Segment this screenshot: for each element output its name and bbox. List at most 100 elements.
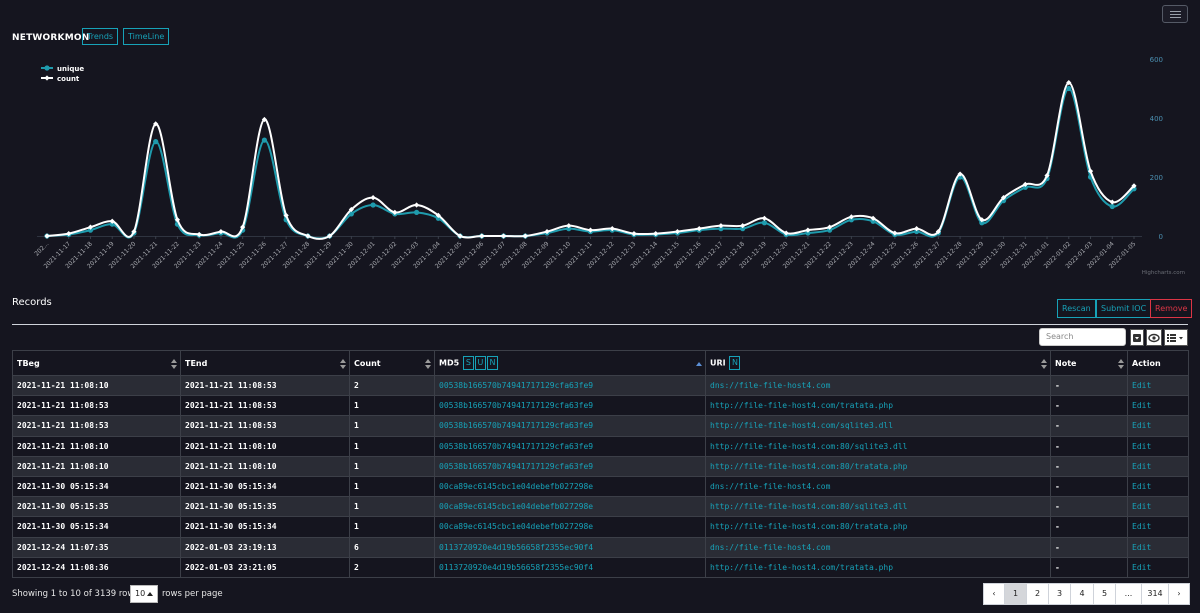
cell-uri[interactable]: http://file-file-host4.com:80/sqlite3.dl… <box>705 496 1051 518</box>
data-point-count <box>392 209 398 215</box>
data-point-count <box>327 233 333 239</box>
cell-note: - <box>1050 415 1128 437</box>
data-point-count <box>609 226 615 232</box>
export-dropdown-button[interactable] <box>1130 329 1144 346</box>
cell-md5[interactable]: 00ca89ec6145cbc1e04debefb027298e <box>434 475 706 498</box>
data-point-count <box>44 233 50 239</box>
rescan-button[interactable]: Rescan <box>1057 299 1096 318</box>
data-point-count <box>87 224 94 230</box>
cell-count: 1 <box>349 395 435 417</box>
data-point-count <box>240 224 246 230</box>
md5-u-button[interactable]: U <box>474 356 486 370</box>
data-point-unique <box>370 202 376 208</box>
cell-uri[interactable]: http://file-file-host4.com/tratata.php <box>705 556 1051 578</box>
cell-count: 1 <box>349 435 435 457</box>
page-2-button[interactable]: 2 <box>1027 584 1049 604</box>
data-point-count <box>131 228 137 235</box>
menu-toggle-button[interactable] <box>1162 5 1188 23</box>
data-point-count <box>892 230 898 236</box>
cell-md5[interactable]: 00ca89ec6145cbc1e04debefb027298e <box>434 496 706 518</box>
cell-md5[interactable]: 00538b166570b74941717129cfa63fe9 <box>434 374 706 397</box>
data-point-count <box>566 223 572 229</box>
cell-count: 1 <box>349 496 435 518</box>
column-header-uri[interactable]: URI N <box>705 350 1051 376</box>
cell-uri[interactable]: http://file-file-host4.com:80/sqlite3.dl… <box>705 435 1051 457</box>
cell-uri[interactable]: dns://file-file-host4.com <box>705 536 1051 558</box>
md5-s-button[interactable]: S <box>462 356 474 370</box>
cell-uri[interactable]: http://file-file-host4.com:80/tratata.ph… <box>705 516 1051 538</box>
sort-icon <box>171 359 177 369</box>
cell-uri[interactable]: dns://file-file-host4.com <box>705 475 1051 498</box>
edit-link[interactable]: Edit <box>1127 435 1189 457</box>
timeline-button[interactable]: TimeLine <box>123 28 170 45</box>
column-header-tend[interactable]: TEnd <box>180 350 350 376</box>
data-point-count <box>435 212 441 218</box>
hamburger-icon <box>1170 11 1181 12</box>
divider <box>12 324 1188 325</box>
cell-uri[interactable]: dns://file-file-host4.com <box>705 374 1051 397</box>
cell-tbeg: 2021-11-30 05:15:34 <box>12 475 181 498</box>
cell-uri[interactable]: http://file-file-host4.com/tratata.php <box>705 395 1051 417</box>
uri-n-button[interactable]: N <box>729 356 741 370</box>
data-point-count <box>631 231 637 237</box>
cell-md5[interactable]: 00538b166570b74941717129cfa63fe9 <box>434 415 706 437</box>
sort-icon <box>425 359 431 369</box>
data-point-count <box>1022 181 1028 187</box>
cell-md5[interactable]: 0113720920e4d19b56658f2355ec90f4 <box>434 556 706 578</box>
page-314-button[interactable]: 314 <box>1142 584 1169 604</box>
search-input[interactable]: Search <box>1039 328 1126 346</box>
cell-tbeg: 2021-11-30 05:15:35 <box>12 496 181 518</box>
cell-md5[interactable]: 00538b166570b74941717129cfa63fe9 <box>434 395 706 417</box>
data-point-count <box>109 218 115 224</box>
md5-n-button[interactable]: N <box>486 356 498 370</box>
page-1-button[interactable]: 1 <box>1005 584 1027 604</box>
data-point-unique <box>348 211 354 217</box>
cell-uri[interactable]: http://file-file-host4.com/sqlite3.dll <box>705 415 1051 437</box>
page-prev-button[interactable]: ‹ <box>984 584 1005 604</box>
column-header-count[interactable]: Count <box>349 350 435 376</box>
trends-button[interactable]: Trends <box>82 28 119 45</box>
data-point-count <box>218 228 224 235</box>
cell-md5[interactable]: 00ca89ec6145cbc1e04debefb027298e <box>434 516 706 538</box>
edit-link[interactable]: Edit <box>1127 536 1189 558</box>
edit-link[interactable]: Edit <box>1127 395 1189 417</box>
edit-link[interactable]: Edit <box>1127 496 1189 518</box>
data-point-unique <box>979 220 985 226</box>
data-point-count <box>413 202 420 208</box>
cell-md5[interactable]: 00538b166570b74941717129cfa63fe9 <box>434 435 706 457</box>
data-point-count <box>1131 183 1137 189</box>
column-header-tbeg[interactable]: TBeg <box>12 350 181 376</box>
rows-per-page-label: rows per page <box>162 589 223 599</box>
edit-link[interactable]: Edit <box>1127 556 1189 578</box>
cell-uri[interactable]: http://file-file-host4.com:80/tratata.ph… <box>705 455 1051 477</box>
page-3-button[interactable]: 3 <box>1049 584 1071 604</box>
edit-link[interactable]: Edit <box>1127 455 1189 477</box>
edit-link[interactable]: Edit <box>1127 475 1189 498</box>
series-line-count <box>46 81 1135 240</box>
edit-link[interactable]: Edit <box>1127 374 1189 397</box>
legend-label: count <box>57 75 80 83</box>
column-label: Note <box>1055 358 1077 368</box>
remove-button[interactable]: Remove <box>1150 299 1193 318</box>
page-size-select[interactable]: 10 <box>130 585 158 603</box>
column-header-note[interactable]: Note <box>1050 350 1128 376</box>
caret-up-icon <box>147 592 153 596</box>
cell-md5[interactable]: 0113720920e4d19b56658f2355ec90f4 <box>434 536 706 558</box>
page-5-button[interactable]: 5 <box>1094 584 1116 604</box>
cell-md5[interactable]: 00538b166570b74941717129cfa63fe9 <box>434 455 706 477</box>
page-4-button[interactable]: 4 <box>1071 584 1094 604</box>
data-point-count <box>500 233 507 239</box>
sort-icon <box>1118 359 1124 369</box>
edit-link[interactable]: Edit <box>1127 415 1189 437</box>
data-point-count <box>283 212 289 218</box>
columns-dropdown-button[interactable] <box>1164 329 1188 346</box>
edit-link[interactable]: Edit <box>1127 516 1189 538</box>
data-point-count <box>740 223 746 229</box>
page-next-button[interactable]: › <box>1177 589 1181 598</box>
data-point-unique <box>413 209 420 215</box>
toggle-view-button[interactable] <box>1146 329 1162 346</box>
submit-ioc-button[interactable]: Submit IOC <box>1096 299 1152 318</box>
y-tick-label: 0 <box>1159 233 1163 241</box>
cell-tbeg: 2021-11-21 11:08:53 <box>12 415 181 437</box>
